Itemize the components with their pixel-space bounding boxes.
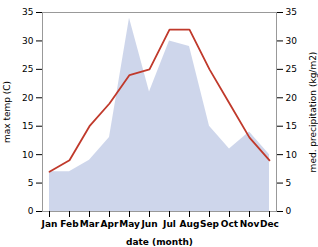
svg-text:35: 35 xyxy=(22,7,33,17)
svg-text:5: 5 xyxy=(286,178,292,188)
svg-text:0: 0 xyxy=(286,206,292,216)
svg-text:20: 20 xyxy=(22,93,34,103)
svg-text:15: 15 xyxy=(286,121,297,131)
svg-text:Mar: Mar xyxy=(80,219,100,229)
svg-text:20: 20 xyxy=(286,93,298,103)
svg-text:10: 10 xyxy=(286,150,298,160)
svg-text:Jan: Jan xyxy=(41,219,58,229)
svg-text:Jun: Jun xyxy=(140,219,157,229)
svg-text:30: 30 xyxy=(22,36,34,46)
svg-text:med. precipitation (kg/m2): med. precipitation (kg/m2) xyxy=(308,52,318,173)
svg-text:10: 10 xyxy=(22,150,34,160)
svg-text:date (month): date (month) xyxy=(126,237,193,247)
svg-text:Aug: Aug xyxy=(180,219,200,229)
svg-text:0: 0 xyxy=(28,206,34,216)
svg-text:35: 35 xyxy=(286,7,297,17)
svg-text:30: 30 xyxy=(286,36,298,46)
svg-text:25: 25 xyxy=(22,64,33,74)
svg-text:5: 5 xyxy=(28,178,34,188)
svg-text:Dec: Dec xyxy=(260,219,279,229)
svg-text:Oct: Oct xyxy=(221,219,239,229)
svg-text:15: 15 xyxy=(22,121,33,131)
svg-text:Sep: Sep xyxy=(200,219,220,229)
svg-text:Feb: Feb xyxy=(60,219,79,229)
svg-text:Jul: Jul xyxy=(162,219,176,229)
svg-text:max temp (C): max temp (C) xyxy=(2,81,12,143)
svg-text:May: May xyxy=(119,219,140,229)
svg-text:25: 25 xyxy=(286,64,297,74)
svg-text:Nov: Nov xyxy=(240,219,260,229)
svg-text:Apr: Apr xyxy=(101,219,119,229)
